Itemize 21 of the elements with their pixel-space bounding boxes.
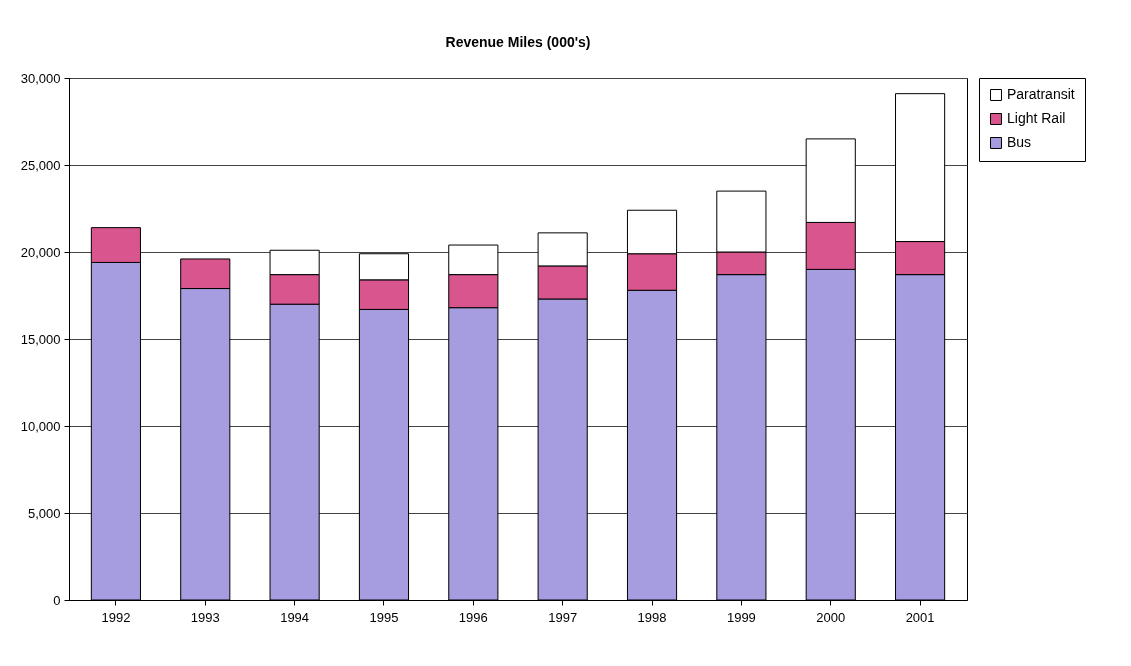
x-tick-label: 2000 [816,609,846,625]
x-tick-label: 1993 [190,609,220,625]
x-tick-label: 1997 [548,609,578,625]
y-tick-label: 30,000 [20,70,61,86]
x-tick-label: 1994 [280,609,310,625]
y-tick-label: 0 [53,592,61,608]
chart-title: Revenue Miles (000's) [445,34,591,50]
x-tick-label: 1996 [458,609,488,625]
x-tick-label: 1998 [637,609,667,625]
legend-label: Light Rail [1007,110,1066,126]
y-tick-label: 5,000 [27,505,61,521]
y-tick-label: 25,000 [20,157,61,173]
y-tick-label: 20,000 [20,244,61,260]
y-tick-label: 15,000 [20,331,61,347]
legend-label: Paratransit [1007,86,1075,102]
x-tick-label: 1995 [369,609,399,625]
y-tick-label: 10,000 [20,418,61,434]
x-tick-label: 1992 [101,609,131,625]
x-tick-label: 2001 [905,609,935,625]
legend-label: Bus [1007,134,1032,150]
x-tick-label: 1999 [726,609,756,625]
